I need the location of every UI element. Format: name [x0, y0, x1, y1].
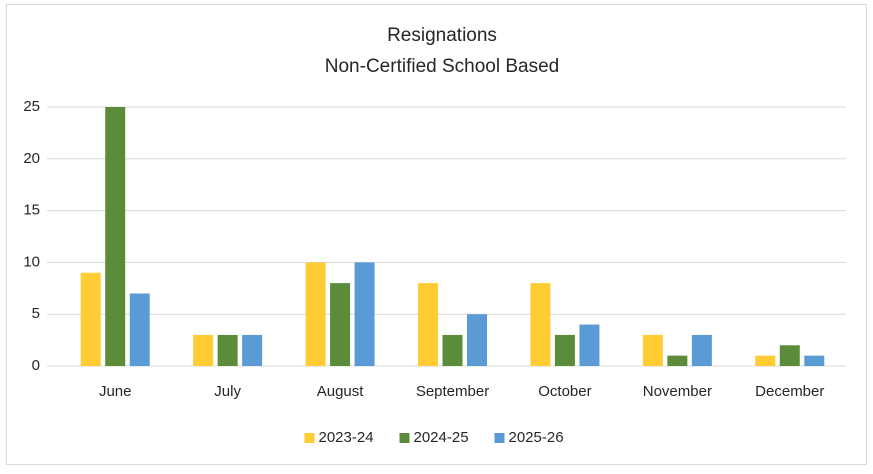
bar: [667, 355, 688, 366]
y-tick-label: 25: [23, 98, 40, 115]
bar: [755, 355, 776, 366]
y-tick-label: 10: [23, 253, 40, 270]
y-tick-label: 0: [32, 357, 40, 374]
bar: [217, 334, 238, 366]
bar: [804, 355, 825, 366]
x-tick-label: July: [214, 383, 241, 400]
bar: [330, 283, 351, 366]
chart-subtitle: Non-Certified School Based: [325, 56, 559, 77]
x-tick-label: November: [643, 383, 712, 400]
bar: [642, 334, 663, 366]
x-tick-label: October: [538, 383, 591, 400]
x-tick-label: June: [99, 383, 132, 400]
x-tick-label: August: [317, 383, 365, 400]
legend-swatch: [304, 433, 315, 443]
bar: [105, 107, 126, 366]
legend-swatch: [494, 433, 505, 443]
x-tick-label: September: [416, 383, 489, 400]
y-tick-label: 20: [23, 150, 40, 167]
legend-label: 2025-26: [509, 429, 564, 446]
bar: [579, 324, 600, 366]
bar: [691, 334, 712, 366]
bar: [530, 283, 551, 366]
chart-title: Resignations: [387, 25, 497, 46]
chart-border: [6, 4, 867, 465]
legend-label: 2023-24: [319, 429, 374, 446]
bar: [442, 334, 463, 366]
bar: [80, 272, 101, 366]
bar: [305, 262, 326, 366]
bar: [242, 334, 263, 366]
bar: [554, 334, 575, 366]
y-tick-label: 15: [23, 202, 40, 219]
bar: [193, 334, 214, 366]
bar: [354, 262, 375, 366]
bar: [467, 314, 487, 366]
legend-label: 2024-25: [414, 429, 469, 446]
legend-swatch: [399, 433, 410, 443]
x-tick-label: December: [755, 383, 824, 400]
bar: [779, 345, 800, 366]
y-tick-label: 5: [32, 305, 40, 322]
bar: [129, 293, 150, 366]
bar: [418, 283, 438, 366]
